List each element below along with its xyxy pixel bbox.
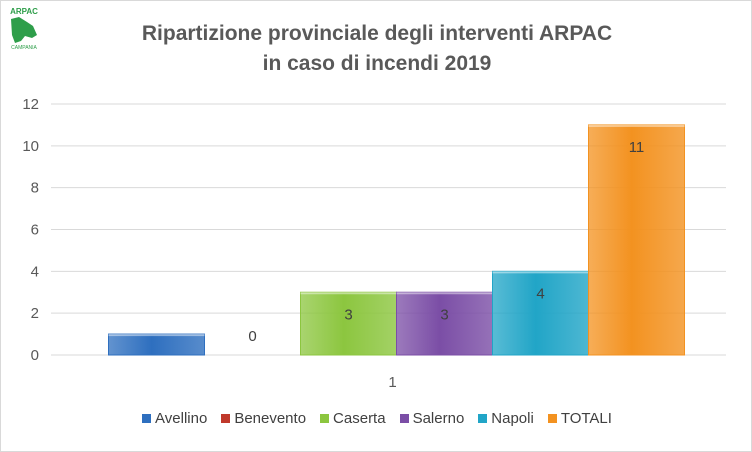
bar-totali: [588, 124, 685, 356]
legend-label: TOTALI: [560, 410, 612, 427]
y-tick-label: 0: [31, 347, 39, 364]
chart-title-line-1: Ripartizione provinciale degli intervent…: [141, 22, 613, 45]
x-category-label: 1: [388, 374, 396, 391]
legend-label: Salerno: [412, 410, 465, 427]
y-tick-label: 2: [31, 305, 39, 322]
bar-highlight-napoli: [492, 271, 589, 274]
bar-highlight-salerno: [396, 292, 493, 295]
legend-item-benevento: Benevento: [221, 410, 306, 427]
legend-item-salerno: Salerno: [399, 410, 465, 427]
chart-title-line-2: in caso di incendi 2019: [262, 52, 492, 75]
bar-caserta: [300, 291, 397, 356]
data-label-benevento: 0: [248, 328, 256, 345]
legend-item-totali: TOTALI: [547, 410, 612, 427]
y-tick-label: 8: [31, 180, 39, 197]
legend-label: Caserta: [333, 410, 386, 427]
legend-label: Napoli: [491, 410, 534, 427]
logo-text-top: ARPAC: [10, 7, 38, 16]
data-label-totali: 11: [629, 139, 645, 156]
bar-salerno: [396, 291, 493, 356]
legend-swatch: [547, 414, 557, 423]
legend-swatch: [399, 414, 409, 423]
data-label-napoli: 4: [536, 285, 544, 302]
legend-swatch: [142, 414, 152, 423]
y-tick-label: 6: [31, 222, 39, 239]
arpac-logo: ARPAC CAMPANIA: [10, 7, 38, 51]
y-tick-label: 10: [22, 138, 39, 155]
y-tick-label: 4: [31, 263, 39, 280]
legend-swatch: [221, 414, 231, 423]
legend-item-avellino: Avellino: [142, 410, 207, 427]
data-label-caserta: 3: [344, 306, 352, 323]
legend-swatch: [320, 414, 330, 423]
legend-item-napoli: Napoli: [478, 410, 534, 427]
y-tick-label: 12: [22, 96, 39, 113]
bar-highlight-avellino: [108, 334, 205, 337]
data-label-salerno: 3: [440, 306, 448, 323]
legend-swatch: [478, 414, 488, 423]
bar-highlight-caserta: [300, 292, 397, 295]
legend-item-caserta: Caserta: [320, 410, 386, 427]
logo-text-bottom: CAMPANIA: [11, 45, 37, 51]
chart-legend: Avellino Benevento Caserta Salerno Napoli TOT…: [1, 410, 752, 427]
chart-title: Ripartizione provinciale degli intervent…: [1, 19, 752, 79]
legend-label: Avellino: [155, 410, 208, 427]
legend-label: Benevento: [234, 410, 307, 427]
bar-highlight-totali: [588, 124, 685, 127]
bar-avellino: [108, 333, 205, 356]
bar-napoli: [492, 270, 589, 356]
